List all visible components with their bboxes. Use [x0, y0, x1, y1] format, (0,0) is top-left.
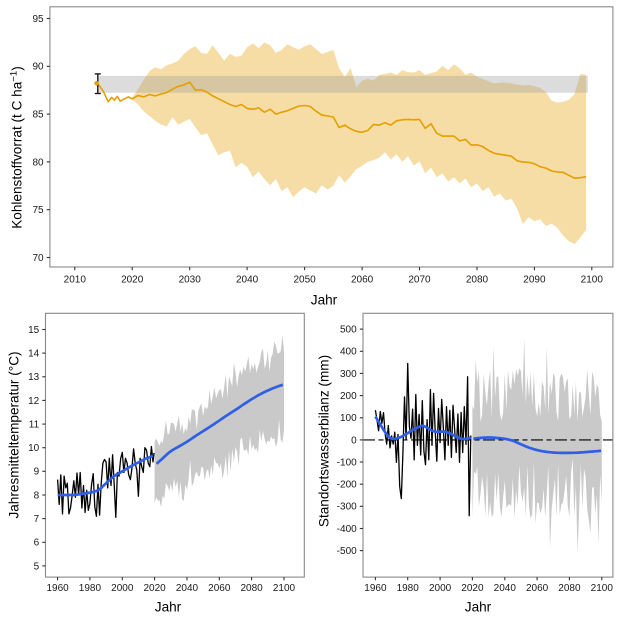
svg-text:Jahr: Jahr	[465, 599, 492, 614]
svg-text:2060: 2060	[526, 583, 549, 594]
svg-text:2050: 2050	[293, 275, 316, 286]
svg-text:2040: 2040	[236, 275, 259, 286]
svg-text:1980: 1980	[79, 583, 102, 594]
svg-text:12: 12	[28, 396, 40, 407]
svg-text:5: 5	[34, 561, 40, 572]
svg-text:13: 13	[28, 372, 40, 383]
svg-text:2020: 2020	[121, 275, 144, 286]
svg-text:-300: -300	[337, 502, 357, 513]
svg-text:2000: 2000	[111, 583, 134, 594]
svg-text:Jahr: Jahr	[155, 599, 182, 614]
svg-text:500: 500	[340, 325, 357, 336]
svg-text:2040: 2040	[176, 583, 199, 594]
svg-text:70: 70	[32, 253, 44, 264]
svg-text:11: 11	[29, 420, 40, 431]
svg-text:-200: -200	[337, 480, 357, 491]
svg-text:200: 200	[340, 391, 357, 402]
svg-text:Jahresmitteltemperatur (°C): Jahresmitteltemperatur (°C)	[7, 351, 22, 518]
svg-text:2080: 2080	[240, 583, 263, 594]
svg-text:2020: 2020	[143, 583, 166, 594]
svg-text:2090: 2090	[523, 275, 546, 286]
svg-text:2060: 2060	[351, 275, 374, 286]
svg-text:400: 400	[340, 347, 357, 358]
svg-text:300: 300	[340, 369, 357, 380]
svg-text:80: 80	[32, 157, 44, 168]
svg-text:2020: 2020	[461, 583, 484, 594]
svg-text:1980: 1980	[397, 583, 420, 594]
svg-text:Standortswasserbilanz (mm): Standortswasserbilanz (mm)	[317, 355, 332, 527]
svg-text:10: 10	[28, 443, 40, 454]
svg-text:6: 6	[34, 538, 40, 549]
svg-text:100: 100	[340, 413, 357, 424]
svg-text:14: 14	[28, 349, 40, 360]
svg-text:Jahr: Jahr	[311, 292, 338, 307]
svg-text:2070: 2070	[408, 275, 431, 286]
svg-text:0: 0	[351, 435, 357, 446]
svg-text:1960: 1960	[364, 583, 387, 594]
svg-text:9: 9	[34, 467, 40, 478]
svg-text:-400: -400	[337, 524, 357, 535]
svg-text:2000: 2000	[429, 583, 452, 594]
svg-text:2080: 2080	[558, 583, 581, 594]
svg-text:-500: -500	[337, 546, 357, 557]
svg-text:-100: -100	[337, 457, 357, 468]
svg-text:2080: 2080	[466, 275, 489, 286]
svg-text:2100: 2100	[581, 275, 604, 286]
svg-text:2010: 2010	[64, 275, 87, 286]
svg-text:8: 8	[34, 490, 40, 501]
svg-text:90: 90	[32, 62, 44, 73]
svg-text:Kohlenstoffvorrat (t C ha−1): Kohlenstoffvorrat (t C ha−1)	[9, 66, 25, 229]
svg-text:2060: 2060	[208, 583, 231, 594]
svg-text:95: 95	[32, 14, 44, 25]
svg-text:75: 75	[32, 205, 44, 216]
svg-text:15: 15	[28, 325, 40, 336]
svg-text:2040: 2040	[494, 583, 517, 594]
svg-text:2030: 2030	[179, 275, 202, 286]
svg-text:2100: 2100	[591, 583, 614, 594]
svg-text:2100: 2100	[273, 583, 296, 594]
svg-text:7: 7	[34, 514, 40, 525]
svg-text:85: 85	[32, 110, 44, 121]
svg-text:1960: 1960	[46, 583, 69, 594]
